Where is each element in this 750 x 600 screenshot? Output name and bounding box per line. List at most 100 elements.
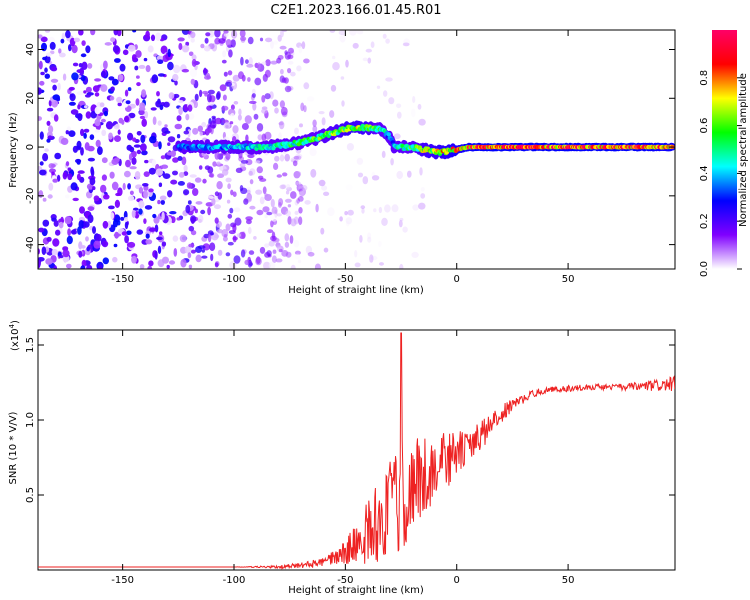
noise-speckle — [101, 157, 108, 164]
noise-speckle — [75, 158, 82, 164]
noise-speckle — [345, 217, 353, 225]
noise-speckle — [230, 189, 234, 196]
noise-speckle — [185, 41, 190, 47]
noise-speckle — [62, 171, 68, 180]
noise-speckle — [113, 30, 119, 36]
noise-speckle — [284, 153, 291, 162]
noise-speckle — [151, 159, 157, 167]
noise-speckle — [95, 139, 101, 148]
noise-speckle — [127, 132, 134, 141]
noise-speckle — [345, 184, 353, 191]
noise-speckle — [284, 241, 290, 248]
noise-speckle — [398, 219, 403, 228]
noise-speckle — [164, 124, 168, 128]
noise-speckle — [290, 71, 296, 77]
noise-speckle — [199, 89, 203, 98]
noise-speckle — [109, 171, 115, 179]
noise-speckle — [284, 233, 290, 242]
spectrogram-y-label: Frequency (Hz) — [8, 112, 19, 188]
noise-speckle — [298, 207, 303, 214]
noise-speckle — [261, 95, 266, 103]
spectrogram-ridge — [175, 120, 675, 160]
noise-speckle — [397, 111, 402, 119]
spectrogram-y-ticks: -40 -20 0 20 40 — [25, 43, 675, 253]
noise-speckle — [204, 219, 212, 227]
noise-speckle — [94, 92, 100, 97]
noise-speckle — [53, 220, 59, 227]
noise-speckle — [184, 245, 192, 254]
noise-speckle — [349, 30, 357, 36]
noise-speckle — [233, 207, 241, 213]
noise-speckle — [125, 100, 131, 105]
noise-speckle — [84, 105, 88, 109]
noise-speckle — [188, 264, 193, 269]
noise-speckle — [136, 149, 142, 155]
noise-speckle — [124, 235, 129, 244]
x-tick-label: -100 — [223, 274, 246, 285]
noise-speckle — [156, 91, 160, 97]
noise-speckle — [167, 136, 176, 143]
noise-speckle — [282, 172, 288, 177]
noise-speckle — [185, 113, 190, 121]
noise-speckle — [176, 134, 181, 139]
noise-speckle — [305, 245, 313, 255]
snr-y-label: SNR (10 * V/V) — [8, 411, 19, 484]
noise-speckle — [279, 154, 285, 162]
noise-speckle — [199, 131, 203, 137]
noise-speckle — [160, 155, 166, 160]
noise-speckle — [214, 262, 219, 268]
x-tick-label: -150 — [111, 274, 134, 285]
noise-speckle — [265, 59, 271, 67]
x-tick-label: 50 — [562, 274, 575, 285]
noise-speckle — [38, 190, 44, 198]
noise-speckle — [101, 129, 107, 136]
noise-speckle — [279, 100, 285, 109]
noise-speckle — [172, 157, 179, 163]
noise-speckle — [257, 134, 263, 141]
noise-speckle — [206, 72, 211, 80]
noise-speckle — [294, 253, 301, 260]
noise-speckle — [245, 216, 253, 221]
noise-speckle — [254, 160, 261, 164]
noise-speckle — [131, 157, 137, 165]
noise-speckle — [92, 226, 96, 234]
noise-speckle — [162, 173, 171, 180]
noise-speckle — [138, 64, 146, 69]
noise-speckle — [158, 141, 162, 150]
noise-speckle — [294, 127, 299, 135]
noise-speckle — [194, 93, 199, 102]
noise-speckle — [145, 30, 150, 39]
snr-exponent-prefix: (x10 — [10, 328, 21, 351]
noise-speckle — [222, 168, 229, 176]
noise-speckle — [129, 190, 134, 195]
noise-speckle — [110, 86, 115, 92]
noise-speckle — [49, 41, 56, 50]
noise-speckle — [144, 205, 153, 210]
noise-speckle — [44, 148, 49, 152]
noise-speckle — [65, 130, 70, 135]
noise-speckle — [107, 220, 112, 229]
snr-panel: -150 -100 -50 0 50 0.5 1.0 1.5 Height of strai… — [8, 320, 676, 596]
noise-speckle — [399, 217, 404, 222]
noise-speckle — [81, 61, 88, 70]
noise-speckle — [223, 234, 228, 238]
noise-speckle — [259, 196, 265, 205]
noise-speckle — [61, 32, 66, 40]
noise-speckle — [50, 78, 59, 83]
noise-speckle — [119, 63, 126, 72]
noise-speckle — [46, 120, 51, 126]
noise-speckle — [80, 245, 86, 249]
noise-speckle — [80, 75, 86, 82]
noise-speckle — [287, 60, 294, 65]
noise-speckle — [201, 121, 207, 128]
noise-speckle — [359, 235, 363, 243]
noise-speckle — [374, 60, 380, 64]
noise-speckle — [116, 96, 123, 103]
noise-speckle — [65, 30, 71, 39]
noise-speckle — [176, 115, 182, 122]
noise-speckle — [270, 213, 278, 222]
noise-speckle — [289, 235, 294, 244]
noise-speckle — [190, 78, 196, 85]
noise-speckle — [100, 118, 106, 123]
noise-speckle — [318, 179, 326, 187]
